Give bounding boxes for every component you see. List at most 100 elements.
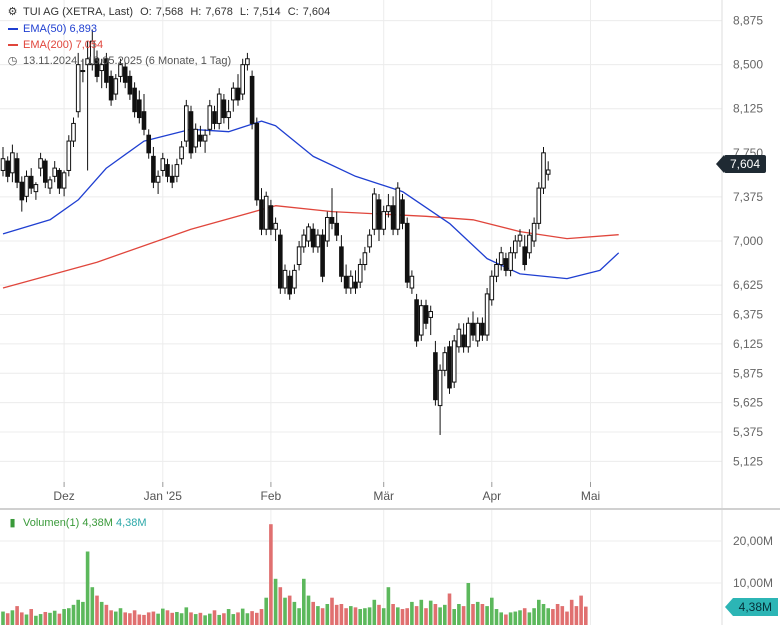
time-tick-label: Mär — [373, 489, 394, 503]
volume-bar — [555, 604, 560, 625]
candle-body — [80, 70, 86, 73]
legend-range[interactable]: ◷ 13.11.2024 - 13.05.2025 (6 Monate, 1 Ta… — [6, 54, 231, 68]
candle-body — [207, 105, 213, 130]
candle-body — [545, 169, 551, 175]
candle — [24, 170, 29, 203]
candle — [461, 323, 466, 353]
volume-bar — [334, 604, 339, 625]
candle-body — [104, 58, 109, 83]
candle-body — [367, 234, 372, 248]
volume-bar — [203, 615, 207, 625]
volume-bar — [480, 604, 485, 625]
volume-value-2: 4,38M — [115, 517, 147, 529]
candle — [33, 182, 39, 200]
volume-bar — [76, 599, 80, 625]
candle-body — [513, 240, 518, 254]
volume-bar — [292, 601, 297, 625]
volume-bar — [302, 578, 306, 625]
candle-body — [339, 246, 344, 277]
candle-body — [423, 305, 429, 324]
price-tick-label: 8,125 — [733, 102, 763, 116]
candle-body — [456, 328, 462, 348]
volume-bar — [250, 611, 254, 625]
open-label: O: — [140, 6, 152, 18]
candle — [367, 229, 372, 253]
price-tick-label: 6,375 — [733, 307, 763, 321]
candle — [57, 168, 62, 194]
volume-bar — [132, 610, 137, 625]
volume-bar — [156, 613, 160, 625]
volume-bar — [396, 607, 400, 625]
candle-body — [287, 275, 292, 295]
chart-settings-icon[interactable]: ⚙ — [7, 6, 18, 18]
candle-body — [541, 152, 546, 189]
candle — [0, 146, 6, 177]
candle-body — [386, 205, 391, 213]
volume-bar — [316, 606, 320, 625]
volume-bar — [438, 607, 442, 625]
volume-value-1: 4,38M — [82, 517, 113, 529]
volume-bar — [85, 551, 90, 625]
candle-body — [28, 175, 34, 189]
candle — [376, 193, 382, 241]
candle-body — [122, 66, 128, 83]
volume-bar — [137, 614, 142, 625]
volume-bar — [325, 604, 330, 625]
candle — [428, 305, 433, 336]
volume-bar — [222, 613, 226, 625]
candle-body — [296, 246, 302, 266]
volume-bar — [330, 597, 334, 625]
legend-ema200[interactable]: EMA(200) 7,054 — [6, 38, 103, 52]
legend-volume[interactable]: ▮ Volumen(1) 4,38M 4,38M — [6, 516, 147, 530]
volume-bar — [527, 612, 532, 625]
volume-bar — [278, 587, 283, 625]
candle — [527, 229, 532, 259]
volume-bar — [537, 599, 541, 625]
candle-body — [282, 269, 288, 289]
candle-body — [33, 184, 39, 193]
candle-body — [447, 346, 452, 389]
instrument-name: TUI AG (XETRA, Last) — [23, 6, 134, 18]
candle-body — [231, 87, 236, 101]
volume-bar — [189, 612, 193, 625]
price-tick-label: 7,000 — [733, 234, 763, 248]
time-tick-label: Dez — [53, 489, 74, 503]
clock-icon: ◷ — [7, 55, 18, 67]
candle — [198, 125, 203, 147]
candle — [353, 270, 358, 294]
volume-bar — [1, 611, 5, 625]
candle-body — [226, 111, 231, 119]
time-tick-label: Apr — [482, 489, 501, 503]
price-tick-label: 7,375 — [733, 190, 763, 204]
volume-bar — [424, 608, 428, 625]
volume-bar — [513, 611, 518, 625]
volume-bar — [381, 608, 386, 625]
legend-ema50[interactable]: EMA(50) 6,893 — [6, 22, 97, 36]
candle-body — [165, 164, 170, 177]
volume-bar — [34, 615, 38, 625]
candle — [494, 258, 499, 283]
candle — [240, 58, 245, 100]
price-tick-label: 6,625 — [733, 278, 763, 292]
volume-bar — [193, 614, 198, 625]
volume-bar — [372, 599, 377, 625]
close-label: C: — [287, 6, 299, 18]
price-tick-label: 5,625 — [733, 396, 763, 410]
candle-body — [301, 234, 307, 248]
volume-bar — [306, 595, 311, 625]
volume-bar — [532, 608, 536, 625]
volume-bar — [20, 612, 24, 625]
candle-body — [141, 111, 147, 130]
volume-tick-label: 10,00M — [733, 576, 773, 590]
candle-body — [442, 352, 448, 371]
candle — [503, 252, 509, 277]
candle-body — [306, 226, 311, 242]
candle-body — [127, 75, 133, 95]
volume-bar — [433, 604, 438, 625]
candle-body — [433, 352, 438, 401]
candle-body — [47, 179, 53, 189]
candle — [400, 193, 405, 230]
candle-body — [517, 234, 523, 242]
volume-bar — [114, 611, 118, 625]
candle — [278, 229, 283, 294]
